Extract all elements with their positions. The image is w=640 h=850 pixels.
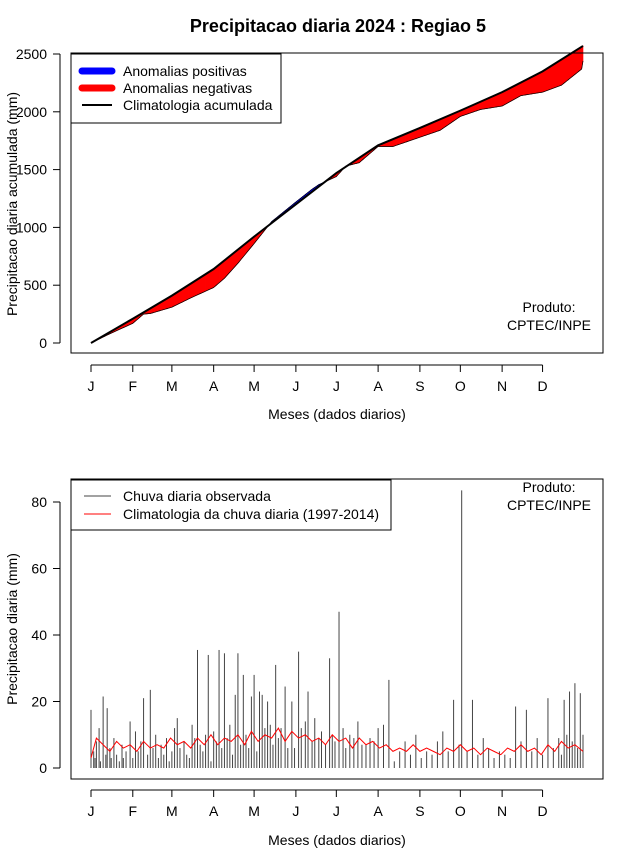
y-tick-label: 1000 (16, 219, 47, 235)
cumulative-chart: 0 500 1000 1500 2000 2500 J F M A M J J A S O N D Meses … (4, 45, 604, 422)
daily-climatology-line (90, 727, 584, 759)
x-tick-label: S (415, 803, 424, 819)
x-tick-label: O (455, 803, 466, 819)
credit-label: Produto: (523, 479, 576, 495)
x-tick-label: D (537, 378, 547, 394)
x-tick-label: J (88, 803, 95, 819)
x-tick-label: A (209, 803, 219, 819)
y-tick-label: 2500 (16, 46, 47, 62)
credit-source: CPTEC/INPE (507, 317, 591, 333)
x-tick-label: M (248, 803, 260, 819)
x-tick-label: D (537, 803, 547, 819)
x-tick-label: J (88, 378, 95, 394)
cumulative-plot-frame (70, 52, 604, 354)
daily-y-axis: 0 20 40 60 80 (31, 494, 61, 776)
credit-label: Produto: (523, 299, 576, 315)
cumulative-x-axis-label: Meses (dados diarios) (268, 406, 406, 422)
x-tick-label: A (373, 378, 383, 394)
x-tick-label: M (248, 378, 260, 394)
x-tick-label: J (292, 803, 299, 819)
daily-y-axis-label: Precipitacao diaria (mm) (4, 553, 20, 705)
x-tick-label: N (497, 803, 507, 819)
legend-box (70, 479, 392, 531)
legend-item-positive: Anomalias positivas (123, 63, 247, 79)
y-tick-label: 60 (31, 561, 47, 577)
x-tick-label: A (373, 803, 383, 819)
daily-legend: Chuva diaria observada Climatologia da c… (70, 479, 392, 531)
cumulative-y-axis-label: Precipitacao diaria acumulada (mm) (4, 92, 20, 316)
x-tick-label: J (333, 378, 340, 394)
observed-cumulative-line (90, 60, 584, 344)
y-tick-label: 0 (39, 335, 47, 351)
x-tick-label: N (497, 378, 507, 394)
cumulative-y-axis: 0 500 1000 1500 2000 2500 (16, 46, 61, 351)
y-tick-label: 40 (31, 627, 47, 643)
x-tick-label: O (455, 378, 466, 394)
legend-item-climatology: Climatologia da chuva diaria (1997-2014) (123, 506, 379, 522)
x-tick-label: F (129, 378, 138, 394)
observed-rain-group (90, 490, 584, 768)
daily-chart: 0 20 40 60 80 J F M A M J J A S O N D Meses (dados diar… (4, 478, 604, 848)
x-tick-label: M (166, 803, 178, 819)
cumulative-legend: Anomalias positivas Anomalias negativas … (70, 53, 282, 124)
legend-item-climatology: Climatologia acumulada (123, 97, 273, 113)
climatology-line (90, 45, 584, 344)
y-tick-label: 500 (24, 277, 48, 293)
x-tick-label: J (292, 378, 299, 394)
x-tick-label: S (415, 378, 424, 394)
credit-source: CPTEC/INPE (507, 497, 591, 513)
chart-title: Precipitacao diaria 2024 : Regiao 5 (190, 16, 486, 36)
y-tick-label: 0 (39, 760, 47, 776)
y-tick-label: 20 (31, 694, 47, 710)
daily-x-axis-label: Meses (dados diarios) (268, 832, 406, 848)
y-tick-label: 2000 (16, 104, 47, 120)
legend-item-observed: Chuva diaria observada (123, 488, 271, 504)
y-tick-label: 1500 (16, 162, 47, 178)
x-tick-label: F (129, 803, 138, 819)
x-tick-label: J (333, 803, 340, 819)
daily-plot-frame (70, 478, 604, 780)
y-tick-label: 80 (31, 494, 47, 510)
x-tick-label: M (166, 378, 178, 394)
x-tick-label: A (209, 378, 219, 394)
legend-item-negative: Anomalias negativas (123, 80, 252, 96)
